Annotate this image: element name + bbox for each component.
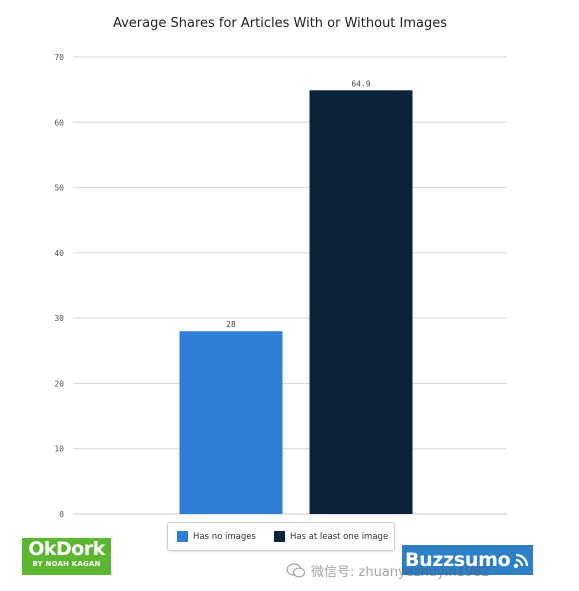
legend-swatch-no-images — [177, 531, 188, 542]
y-tick-label: 30 — [54, 314, 64, 323]
data-label-0: 28 — [226, 320, 236, 329]
bar-1[interactable] — [309, 90, 413, 514]
y-tick-label: 50 — [54, 184, 64, 193]
data-labels: 28 64.9 — [226, 79, 371, 329]
bar-0[interactable] — [179, 331, 283, 514]
y-tick-label: 40 — [54, 249, 64, 258]
bars — [179, 90, 413, 514]
signal-icon — [514, 553, 529, 569]
legend-label-with-image: Has at least one image — [289, 531, 389, 542]
y-tick-label: 20 — [54, 379, 64, 388]
legend: Has no images Has at least one image — [167, 522, 395, 551]
y-axis-ticks: 0 10 20 30 40 50 60 70 — [54, 53, 64, 519]
okdork-logo-subtitle: BY NOAH KAGAN — [32, 560, 101, 568]
data-label-1: 64.9 — [351, 79, 370, 88]
watermark-text: 微信号: zhuanyezhuyin1982 — [311, 565, 490, 580]
y-tick-label: 10 — [54, 445, 64, 454]
legend-swatch-with-image — [273, 531, 285, 542]
wechat-icon — [286, 563, 306, 578]
legend-item-with-image[interactable]: Has at least one image — [273, 531, 389, 542]
buzzsumo-logo-text: Buzzsumo — [405, 549, 511, 571]
wechat-watermark: 微信号: zhuanyezhuyin1982 — [286, 561, 490, 580]
okdork-logo-title: OkDork — [28, 538, 105, 560]
y-tick-label: 60 — [54, 118, 64, 127]
okdork-logo: OkDork BY NOAH KAGAN — [22, 538, 111, 575]
y-tick-label: 0 — [59, 510, 64, 519]
legend-item-no-images[interactable]: Has no images — [177, 531, 256, 542]
chart-title: Average Shares for Articles With or With… — [113, 16, 447, 31]
gridlines — [73, 56, 507, 515]
legend-label-no-images: Has no images — [193, 531, 256, 542]
y-tick-label: 70 — [54, 53, 64, 62]
buzzsumo-logo: Buzzsumo — [402, 545, 533, 575]
